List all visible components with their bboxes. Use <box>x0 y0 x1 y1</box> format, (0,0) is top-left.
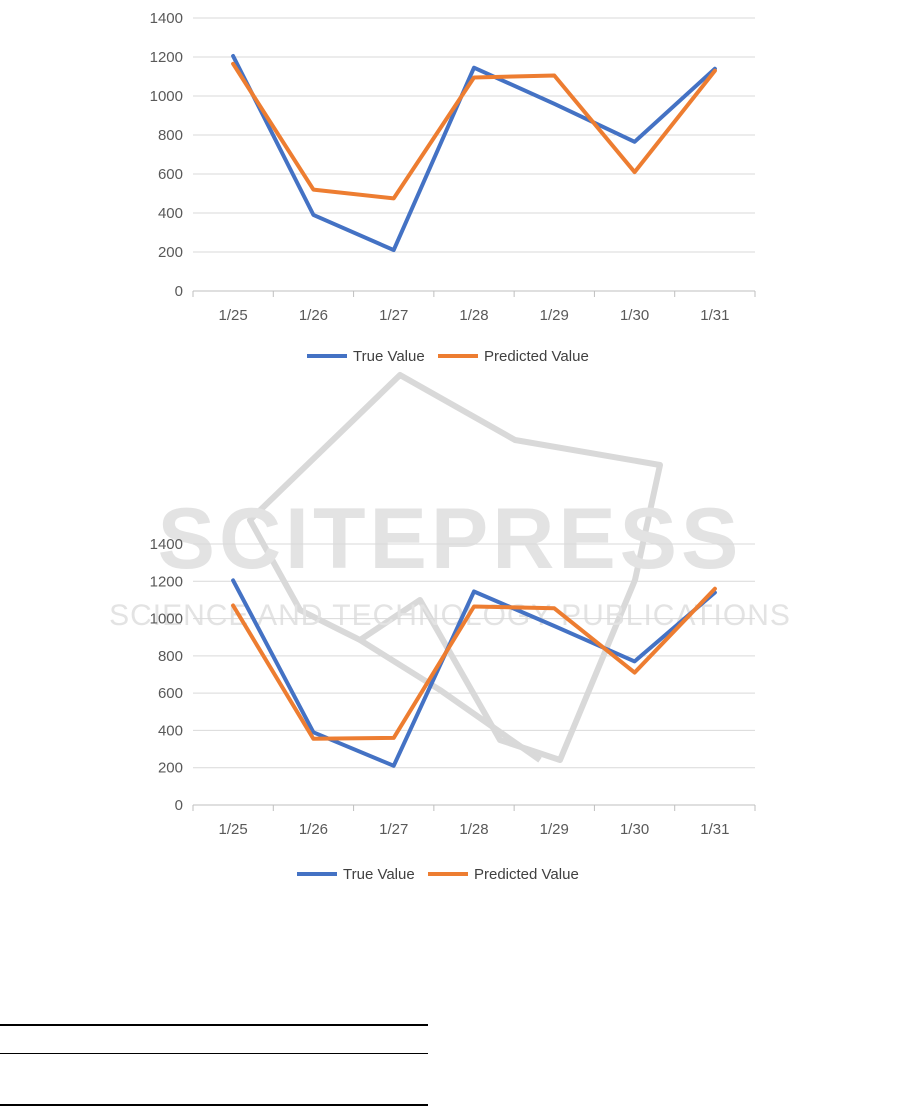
x-tick-label: 1/25 <box>219 307 248 324</box>
data-point <box>473 76 475 78</box>
data-point <box>312 189 314 191</box>
legend-label: True Value <box>353 348 425 365</box>
y-tick-label: 1200 <box>150 49 183 66</box>
y-tick-label: 400 <box>158 205 183 222</box>
data-point <box>232 63 234 65</box>
y-tick-label: 1000 <box>150 611 183 628</box>
data-point <box>553 625 555 627</box>
y-tick-label: 600 <box>158 685 183 702</box>
y-tick-label: 1000 <box>150 88 183 105</box>
x-tick-label: 1/30 <box>620 821 649 838</box>
y-tick-label: 200 <box>158 244 183 261</box>
data-point <box>553 75 555 77</box>
data-point <box>634 672 636 674</box>
y-tick-label: 1200 <box>150 573 183 590</box>
data-point <box>232 579 234 581</box>
y-tick-label: 1400 <box>150 536 183 553</box>
y-tick-label: 600 <box>158 166 183 183</box>
data-point <box>473 605 475 607</box>
data-point <box>553 103 555 105</box>
x-tick-label: 1/27 <box>379 821 408 838</box>
data-point <box>393 765 395 767</box>
series-line-predicted-value <box>231 61 717 201</box>
x-tick-label: 1/25 <box>219 821 248 838</box>
x-tick-label: 1/29 <box>540 307 569 324</box>
x-tick-label: 1/26 <box>299 307 328 324</box>
data-point <box>634 660 636 662</box>
legend-label: Predicted Value <box>474 866 579 883</box>
data-point <box>232 55 234 57</box>
data-point <box>312 214 314 216</box>
data-point <box>393 737 395 739</box>
line-chart-2: 0 200 400 600 800 1000 1200 1400 1/25 1/26 1/27 1/2… <box>150 536 756 883</box>
x-tick-label: 1/31 <box>700 307 729 324</box>
legend-label: Predicted Value <box>484 348 589 365</box>
data-point <box>714 591 716 593</box>
x-tick-label: 1/26 <box>299 821 328 838</box>
series-line-true-value <box>231 54 717 253</box>
data-point <box>714 70 716 72</box>
table-header-rule <box>0 1053 428 1054</box>
data-point <box>232 605 234 607</box>
data-point <box>312 731 314 733</box>
x-tick-label: 1/30 <box>620 307 649 324</box>
data-point <box>634 171 636 173</box>
x-tick-label: 1/28 <box>459 307 488 324</box>
y-tick-label: 1400 <box>150 10 183 27</box>
y-tick-label: 0 <box>175 797 183 814</box>
data-point <box>473 67 475 69</box>
data-point <box>393 197 395 199</box>
data-point <box>634 141 636 143</box>
y-tick-label: 800 <box>158 127 183 144</box>
y-tick-label: 400 <box>158 722 183 739</box>
y-tick-label: 0 <box>175 283 183 300</box>
x-tick-label: 1/31 <box>700 821 729 838</box>
data-point <box>553 607 555 609</box>
data-point <box>714 588 716 590</box>
legend-label: True Value <box>343 866 415 883</box>
data-point <box>312 738 314 740</box>
x-tick-label: 1/28 <box>459 821 488 838</box>
line-chart-1: 0 200 400 600 800 1000 1200 1400 1/25 1/26 1/27 1/2… <box>150 10 756 365</box>
data-point <box>473 591 475 593</box>
x-tick-label: 1/27 <box>379 307 408 324</box>
table-bottom-rule <box>0 1104 428 1106</box>
y-tick-label: 200 <box>158 760 183 777</box>
table-top-rule <box>0 1024 428 1026</box>
y-tick-label: 800 <box>158 648 183 665</box>
data-point <box>393 249 395 251</box>
x-tick-label: 1/29 <box>540 821 569 838</box>
